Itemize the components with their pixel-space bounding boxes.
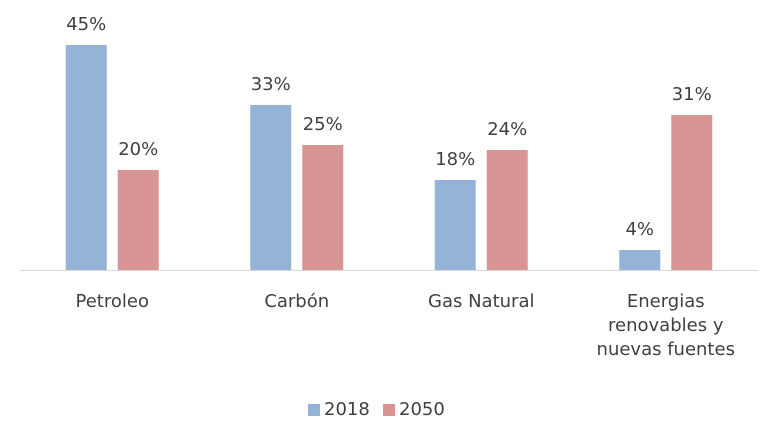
- x-tick-label: Energias renovables y nuevas fuentes: [596, 291, 735, 360]
- bar: [117, 170, 159, 270]
- data-label: 31%: [672, 84, 712, 105]
- bar: [434, 180, 476, 270]
- bar: [671, 115, 713, 270]
- data-label: 33%: [251, 74, 291, 95]
- data-label: 25%: [303, 114, 343, 135]
- data-label: 4%: [625, 219, 654, 240]
- data-label: 24%: [487, 119, 527, 140]
- x-tick-label: Carbón: [264, 291, 330, 312]
- x-tick-label: Gas Natural: [428, 291, 535, 312]
- data-label: 45%: [66, 14, 106, 35]
- legend-swatch: [308, 404, 320, 416]
- bar: [486, 150, 528, 270]
- legend-label: 2018: [324, 399, 370, 420]
- legend-label: 2050: [399, 399, 445, 420]
- bar: [302, 145, 344, 270]
- legend-swatch: [383, 404, 395, 416]
- data-label: 20%: [118, 139, 158, 160]
- bar: [65, 45, 107, 270]
- bar: [619, 250, 661, 270]
- bar: [250, 105, 292, 270]
- data-label: 18%: [435, 149, 475, 170]
- x-tick-label: Petroleo: [75, 291, 149, 312]
